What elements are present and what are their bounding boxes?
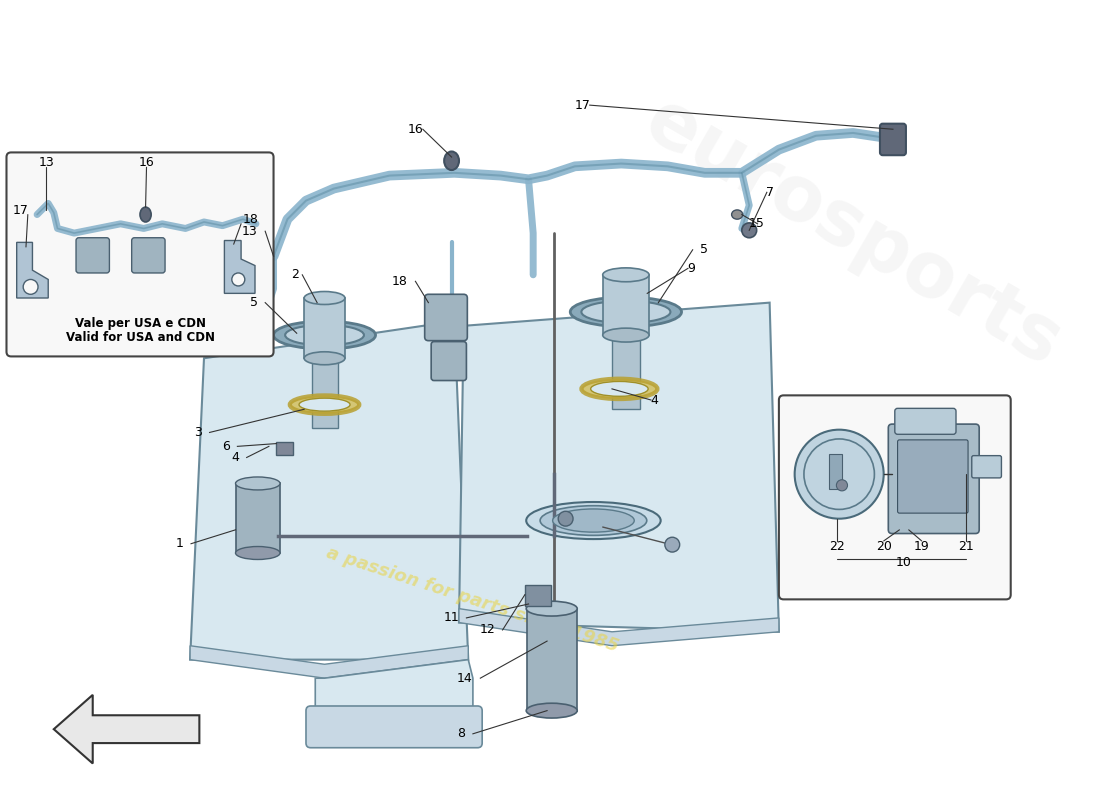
Ellipse shape <box>285 325 364 346</box>
Text: 2: 2 <box>290 268 299 282</box>
Text: 16: 16 <box>139 156 154 169</box>
Circle shape <box>741 223 757 238</box>
FancyBboxPatch shape <box>7 153 274 357</box>
Text: 18: 18 <box>392 275 408 288</box>
Circle shape <box>232 273 245 286</box>
Text: 7: 7 <box>767 186 774 198</box>
Text: 13: 13 <box>242 225 257 238</box>
Ellipse shape <box>603 328 649 342</box>
Ellipse shape <box>552 509 635 532</box>
Ellipse shape <box>235 546 280 559</box>
FancyBboxPatch shape <box>898 440 968 513</box>
Polygon shape <box>459 302 779 632</box>
Text: 18: 18 <box>243 213 258 226</box>
Ellipse shape <box>444 151 459 170</box>
FancyBboxPatch shape <box>425 294 468 341</box>
Polygon shape <box>603 275 649 335</box>
Polygon shape <box>16 242 48 298</box>
Text: 5: 5 <box>250 296 257 309</box>
FancyBboxPatch shape <box>779 395 1011 599</box>
Text: 20: 20 <box>876 540 892 553</box>
Ellipse shape <box>526 502 661 539</box>
Text: 1: 1 <box>176 538 184 550</box>
Text: 19: 19 <box>914 540 929 553</box>
Text: a passion for parts since 1985: a passion for parts since 1985 <box>324 543 622 655</box>
Text: 22: 22 <box>829 540 845 553</box>
Polygon shape <box>190 646 469 678</box>
FancyBboxPatch shape <box>76 238 109 273</box>
Text: 14: 14 <box>458 672 473 685</box>
Text: 9: 9 <box>688 262 695 275</box>
Circle shape <box>836 480 847 491</box>
Ellipse shape <box>570 297 682 326</box>
Text: 12: 12 <box>480 623 495 637</box>
Bar <box>525 586 551 606</box>
Ellipse shape <box>603 268 649 282</box>
Text: 4: 4 <box>650 394 659 406</box>
Bar <box>829 454 842 489</box>
Text: eurosports: eurosports <box>631 84 1075 382</box>
Polygon shape <box>311 358 338 428</box>
Circle shape <box>558 511 573 526</box>
Ellipse shape <box>304 291 345 305</box>
Polygon shape <box>54 695 199 763</box>
Ellipse shape <box>289 395 360 414</box>
Text: 4: 4 <box>231 451 239 464</box>
Text: Vale per USA e CDN: Vale per USA e CDN <box>75 318 206 330</box>
Ellipse shape <box>591 382 648 396</box>
Polygon shape <box>235 483 280 553</box>
Ellipse shape <box>540 506 647 535</box>
Ellipse shape <box>732 210 742 219</box>
Polygon shape <box>304 298 345 358</box>
Text: 8: 8 <box>458 727 465 740</box>
Text: 16: 16 <box>407 122 424 136</box>
Bar <box>276 442 293 454</box>
Polygon shape <box>527 609 576 710</box>
Ellipse shape <box>274 321 375 349</box>
Ellipse shape <box>582 378 658 399</box>
Ellipse shape <box>140 207 151 222</box>
Ellipse shape <box>235 477 280 490</box>
FancyBboxPatch shape <box>306 706 482 748</box>
Text: Valid for USA and CDN: Valid for USA and CDN <box>66 331 214 344</box>
Polygon shape <box>612 335 640 410</box>
Text: 21: 21 <box>958 540 975 553</box>
Text: 5: 5 <box>700 243 708 256</box>
FancyBboxPatch shape <box>889 424 979 534</box>
Text: 13: 13 <box>39 156 54 169</box>
FancyBboxPatch shape <box>431 342 466 381</box>
Circle shape <box>664 538 680 552</box>
Text: 3: 3 <box>195 426 202 439</box>
Ellipse shape <box>526 602 578 616</box>
Polygon shape <box>190 321 469 660</box>
FancyBboxPatch shape <box>132 238 165 273</box>
Circle shape <box>23 279 38 294</box>
Text: 17: 17 <box>574 98 591 112</box>
Text: 17: 17 <box>12 204 29 218</box>
Polygon shape <box>459 609 779 646</box>
Ellipse shape <box>582 301 670 323</box>
FancyBboxPatch shape <box>880 124 906 155</box>
FancyBboxPatch shape <box>971 456 1001 478</box>
Ellipse shape <box>299 398 350 411</box>
Circle shape <box>794 430 883 518</box>
Ellipse shape <box>526 703 578 718</box>
Polygon shape <box>224 241 255 294</box>
FancyBboxPatch shape <box>894 408 956 434</box>
Ellipse shape <box>304 352 345 365</box>
Text: 6: 6 <box>222 440 230 453</box>
Text: 15: 15 <box>749 218 764 230</box>
Text: 11: 11 <box>443 611 459 625</box>
Polygon shape <box>316 660 473 715</box>
Text: 10: 10 <box>896 556 912 569</box>
